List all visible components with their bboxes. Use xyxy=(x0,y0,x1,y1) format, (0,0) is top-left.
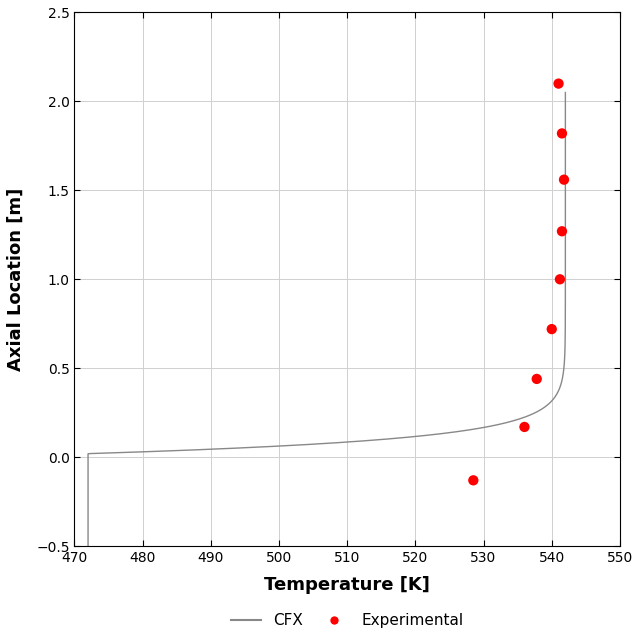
X-axis label: Temperature [K]: Temperature [K] xyxy=(264,576,430,594)
Point xyxy=(555,274,565,284)
Point xyxy=(468,475,479,485)
Legend: CFX, Experimental: CFX, Experimental xyxy=(225,607,470,634)
Point xyxy=(557,226,567,236)
Y-axis label: Axial Location [m]: Axial Location [m] xyxy=(7,188,25,371)
Point xyxy=(519,422,529,432)
Point xyxy=(532,374,542,384)
Point xyxy=(559,175,569,185)
Point xyxy=(547,324,557,334)
Point xyxy=(557,128,567,138)
Point xyxy=(554,78,564,89)
